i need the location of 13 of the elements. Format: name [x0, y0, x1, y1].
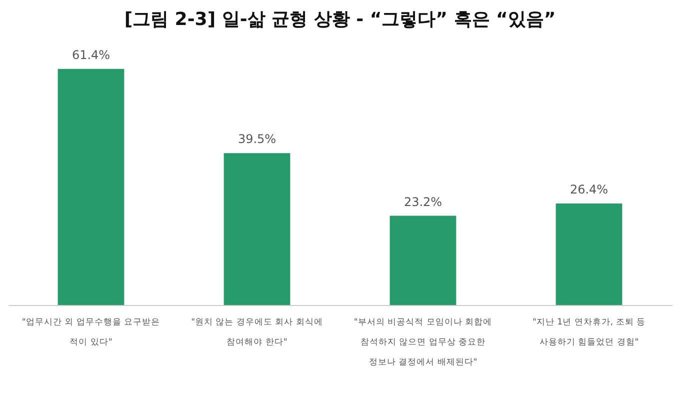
data-label: 23.2%	[404, 194, 442, 209]
bar	[58, 68, 124, 305]
x-tick-label: "부서의 비공식적 모임이나 회합에 참석하지 않으면 업무상 중요한 정보나 결정에서 배제된다"	[354, 318, 492, 368]
data-label: 26.4%	[570, 182, 608, 196]
bar	[224, 153, 290, 305]
chart-title: [그림 2-3] 일-삶 균형 상황 - “그렇다” 혹은 “있음”	[124, 8, 556, 30]
data-label: 39.5%	[238, 132, 276, 146]
x-tick-label: "지난 1년 연차휴가, 조퇴 등 사용하기 힘들었던 경험"	[532, 318, 646, 348]
x-tick-label: "업무시간 외 업무수행을 요구받은 적이 있다"	[22, 318, 160, 348]
bar	[390, 216, 456, 305]
data-label: 61.4%	[72, 48, 110, 62]
x-tick-label: "원치 않는 경우에도 회사 회식에 참여해야 한다"	[191, 318, 323, 348]
bar	[556, 203, 622, 305]
